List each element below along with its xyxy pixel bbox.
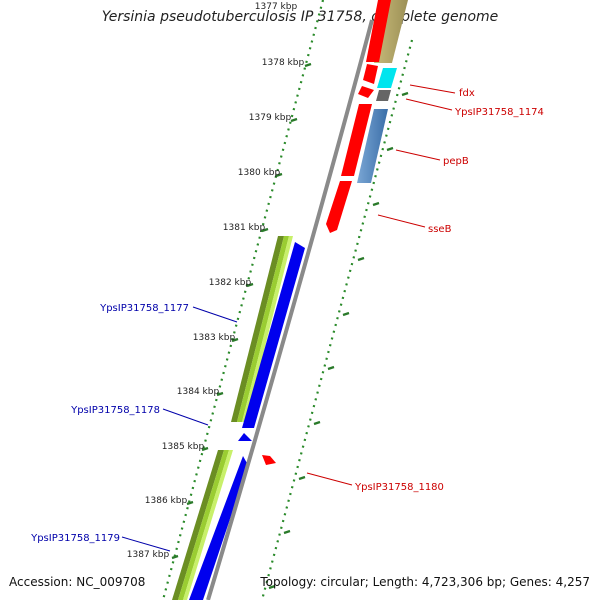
gene-ypsip31758-1180[interactable] (262, 455, 276, 465)
gene-red-top[interactable] (366, 0, 391, 62)
right-tick-rail (260, 39, 414, 600)
gene-olive-forward[interactable] (374, 0, 408, 63)
label-fdx[interactable]: fdx (459, 88, 475, 99)
tick-label-1386: 1386 kbp (145, 496, 188, 506)
tick-label-1377: 1377 kbp (255, 2, 298, 12)
tick-label-1385: 1385 kbp (162, 442, 205, 452)
tick-label-1378: 1378 kbp (262, 58, 305, 68)
tick-label-1379: 1379 kbp (249, 113, 292, 123)
tick-label-1384: 1384 kbp (177, 387, 220, 397)
gene-red-small-2[interactable] (358, 86, 374, 98)
genome-summary-text: Topology: circular; Length: 4,723,306 bp… (260, 575, 590, 589)
label-ypsip31758-1174[interactable]: YpsIP31758_1174 (454, 107, 544, 118)
tick-label-1382: 1382 kbp (209, 278, 252, 288)
gene-red-small-1[interactable] (363, 64, 378, 84)
tick-label-1380: 1380 kbp (238, 168, 281, 178)
label-ypsip31758-1178[interactable]: YpsIP31758_1178 (70, 405, 160, 416)
forward-strand-track (262, 0, 408, 465)
label-pepB[interactable]: pepB (443, 156, 469, 167)
gene-ypsip31758-1178[interactable] (238, 433, 252, 441)
label-ypsip31758-1179[interactable]: YpsIP31758_1179 (30, 533, 120, 544)
label-connectors (121, 84, 456, 552)
reverse-strand-track (172, 236, 305, 600)
gene-olive-band-upper[interactable] (231, 236, 284, 422)
left-tick-rail (161, 0, 325, 600)
tick-label-1387: 1387 kbp (127, 550, 170, 560)
gene-fdx[interactable] (377, 68, 397, 88)
tick-label-1381: 1381 kbp (223, 223, 266, 233)
gene-sseB[interactable] (326, 181, 352, 233)
genome-backbone (206, 19, 374, 600)
gene-ypsip31758-1177[interactable] (242, 242, 305, 428)
gene-lime-band-lower[interactable] (183, 450, 233, 600)
gene-green-band-upper[interactable] (237, 236, 289, 422)
gene-pepB[interactable] (357, 109, 388, 183)
tick-label-1383: 1383 kbp (193, 333, 236, 343)
gene-olive-band-lower[interactable] (172, 450, 224, 600)
label-ypsip31758-1180[interactable]: YpsIP31758_1180 (354, 482, 444, 493)
major-ticks-left (171, 62, 312, 560)
label-ypsip31758-1177[interactable]: YpsIP31758_1177 (99, 303, 189, 314)
gene-ypsip31758-1179[interactable] (189, 456, 248, 600)
gene-red-mid[interactable] (341, 104, 372, 176)
label-sseB[interactable]: sseB (428, 224, 452, 235)
gene-lime-band-upper[interactable] (242, 236, 293, 422)
gene-ypsip31758-1174[interactable] (376, 90, 391, 101)
accession-text: Accession: NC_009708 (9, 575, 146, 589)
gene-green-band-lower[interactable] (178, 450, 229, 600)
major-ticks-right (268, 91, 409, 590)
